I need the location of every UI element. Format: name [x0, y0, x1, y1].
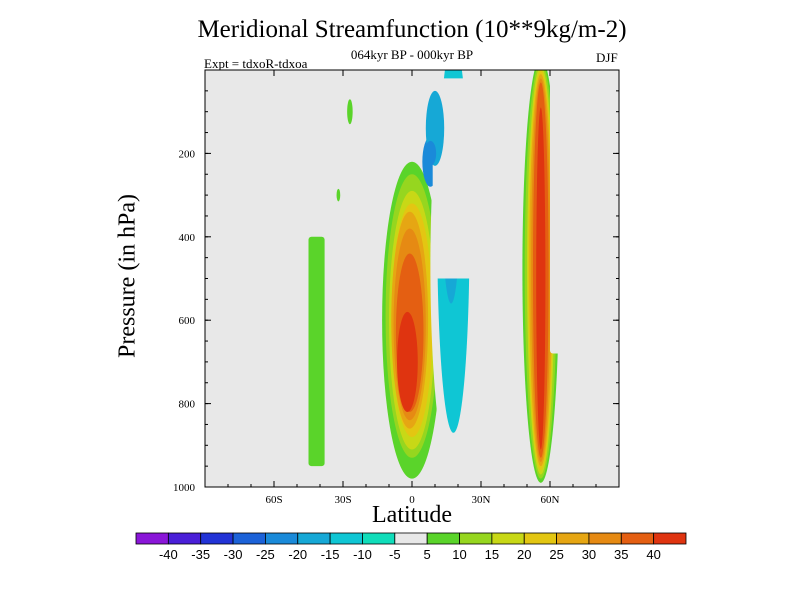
- x-tick-label: 30S: [334, 494, 351, 506]
- colorbar-box: [620, 532, 655, 545]
- sh-negative-band-mid: [276, 224, 291, 458]
- experiment-label: Expt = tdxoR-tdxoa: [204, 56, 308, 71]
- y-tick-label: 600: [179, 315, 196, 327]
- colorbar-box: [297, 532, 331, 545]
- sh-negative-band-inner: [262, 78, 274, 196]
- sh-positive-cell: [308, 236, 325, 467]
- colorbar-label: 35: [614, 547, 628, 562]
- y-tick-label: 800: [179, 399, 196, 411]
- x-axis-label: Latitude: [372, 502, 452, 528]
- x-tick-label: 30N: [472, 494, 491, 506]
- colorbar-label: -25: [256, 547, 275, 562]
- colorbar-label: -10: [353, 547, 372, 562]
- colorbar-box: [588, 532, 622, 545]
- colorbar-label: 25: [549, 547, 563, 562]
- season-label: DJF: [596, 50, 618, 65]
- colorbar-box: [653, 532, 687, 545]
- colorbar-label: -5: [389, 547, 401, 562]
- colorbar-label: -20: [288, 547, 307, 562]
- colorbar: -40 -35 -30 -25 -20 -15 -10 -5 5 10 15 20 25 30 35 40: [135, 532, 687, 562]
- colorbar-box: [265, 532, 299, 545]
- nh-negative-band-2: [550, 78, 564, 354]
- colorbar-box: [459, 532, 493, 545]
- colorbar-box: [200, 532, 234, 545]
- colorbar-label: -30: [224, 547, 243, 562]
- sh-negative-band-lower: [225, 195, 251, 437]
- x-tick-label: 0: [409, 494, 415, 506]
- colorbar-label: 30: [582, 547, 596, 562]
- colorbar-label: -35: [191, 547, 210, 562]
- tropical-positive-contour-40: [397, 311, 418, 412]
- colorbar-label: -40: [159, 547, 178, 562]
- colorbar-box: [556, 532, 590, 545]
- nh-negative-band-1: [570, 78, 590, 304]
- y-tick-label: 1000: [173, 482, 196, 494]
- chart-title: Meridional Streamfunction (10**9kg/m-2): [197, 16, 627, 43]
- y-tick-label: 200: [179, 148, 196, 160]
- colorbar-box: [135, 532, 169, 545]
- nh-positive-contour-40: [536, 107, 546, 450]
- colorbar-box: [329, 532, 363, 545]
- colorbar-label: 40: [646, 547, 660, 562]
- colorbar-box: [167, 532, 202, 545]
- chart-subtitle: 064kyr BP - 000kyr BP: [350, 47, 474, 62]
- colorbar-label: 20: [517, 547, 531, 562]
- axis-ticks: 60S 30S 0 30N 60N 200 400 600 800 1000: [173, 70, 619, 506]
- colorbar-label: -15: [321, 547, 340, 562]
- colorbar-label: 5: [424, 547, 431, 562]
- colorbar-label: 10: [452, 547, 466, 562]
- sh-positive-speck-1: [347, 99, 353, 125]
- x-tick-label: 60S: [265, 494, 282, 506]
- sh-positive-speck-2: [336, 188, 341, 202]
- equatorial-negative-min: [424, 140, 437, 166]
- colorbar-box: [362, 532, 396, 545]
- x-tick-label: 60N: [541, 494, 560, 506]
- colorbar-box: [523, 532, 557, 545]
- colorbar-box: [232, 532, 266, 545]
- colorbar-box: [394, 532, 428, 545]
- colorbar-box: [491, 532, 525, 545]
- y-tick-label: 400: [179, 232, 196, 244]
- colorbar-label: 15: [485, 547, 499, 562]
- contour-field: [209, 70, 590, 483]
- colorbar-box: [426, 532, 460, 545]
